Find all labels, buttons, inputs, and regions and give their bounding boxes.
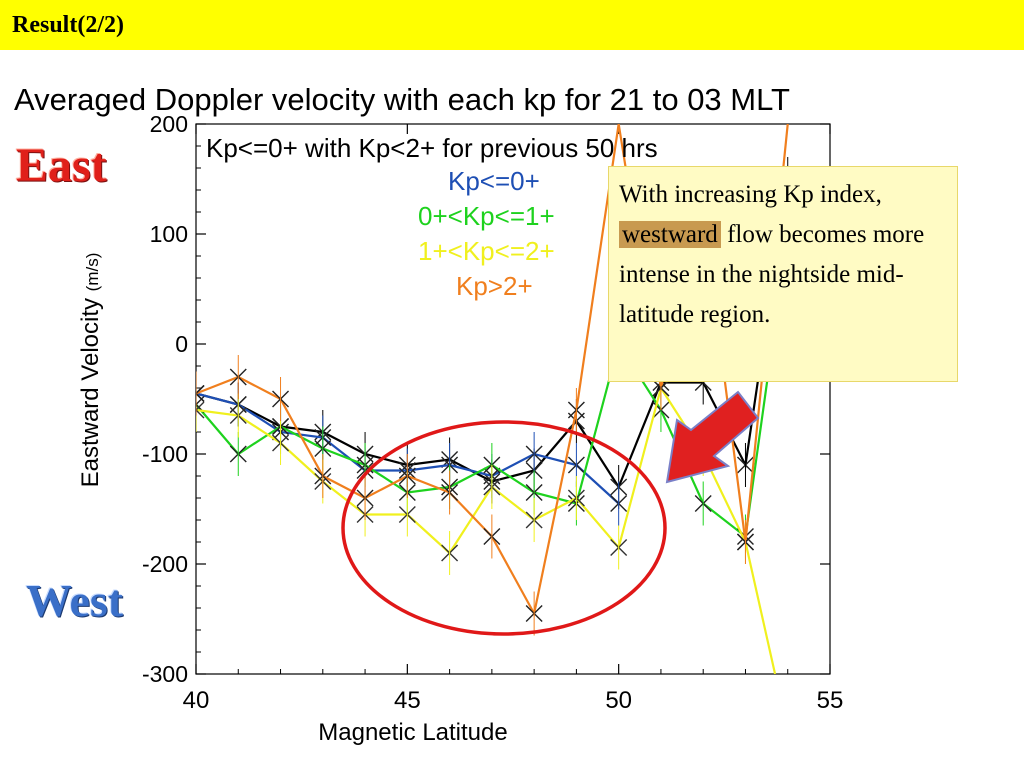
x-tick-label: 55: [817, 687, 844, 714]
y-tick-label: -200: [142, 551, 188, 577]
east-label: East: [16, 139, 107, 192]
x-axis-label: Magnetic Latitude: [318, 719, 507, 746]
annotation-highlight: westward: [619, 221, 721, 248]
header-bar: Result(2/2): [0, 0, 1024, 50]
x-tick-label: 45: [394, 687, 421, 714]
legend-entry-1: 0+<Kp<=1+: [418, 201, 555, 231]
y-tick-label: -100: [142, 441, 188, 467]
slide-title: Result(2/2): [12, 12, 124, 38]
y-axis-label: Eastward Velocity (m/s): [77, 253, 104, 488]
pointer-arrow: [665, 390, 760, 484]
x-tick-label: 40: [183, 687, 210, 714]
y-tick-label: 0: [175, 331, 188, 357]
legend-entry-2: 1+<Kp<=2+: [418, 236, 555, 266]
chart-title: Averaged Doppler velocity with each kp f…: [14, 82, 790, 117]
y-tick-label: 200: [150, 111, 188, 137]
annotation-text-after: flow becomes more intense in the nightsi…: [619, 221, 925, 328]
legend-entry-3: Kp>2+: [456, 271, 533, 301]
y-axis-unit: (m/s): [83, 253, 102, 292]
west-label: West: [26, 575, 124, 626]
data-point: [196, 385, 205, 402]
annotation-text-before: With increasing Kp index,: [619, 181, 882, 208]
data-point: [196, 401, 205, 419]
y-tick-label: -300: [142, 661, 188, 687]
x-tick-label: 50: [605, 687, 632, 714]
y-tick-label: 100: [150, 221, 188, 247]
legend-entry-0: Kp<=0+: [448, 166, 540, 196]
annotation-box: With increasing Kp index, westward flow …: [608, 166, 958, 382]
legend-header: Kp<=0+ with Kp<2+ for previous 50 hrs: [206, 133, 658, 163]
highlight-ellipse: [341, 420, 667, 636]
